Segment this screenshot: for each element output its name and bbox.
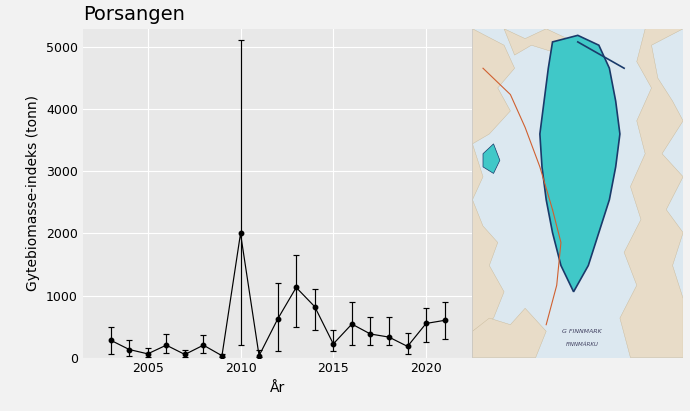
Polygon shape <box>620 29 683 358</box>
Polygon shape <box>540 35 620 292</box>
Polygon shape <box>504 29 567 55</box>
Y-axis label: Gytebiomasse-indeks (tonn): Gytebiomasse-indeks (tonn) <box>26 95 41 291</box>
Polygon shape <box>473 308 546 358</box>
Text: FINNMÁRKU: FINNMÁRKU <box>566 342 598 347</box>
Polygon shape <box>473 29 515 358</box>
X-axis label: År: År <box>270 381 285 395</box>
Text: G FINNMARK: G FINNMARK <box>562 329 602 334</box>
Text: Porsangen: Porsangen <box>83 5 185 24</box>
Polygon shape <box>483 144 500 173</box>
